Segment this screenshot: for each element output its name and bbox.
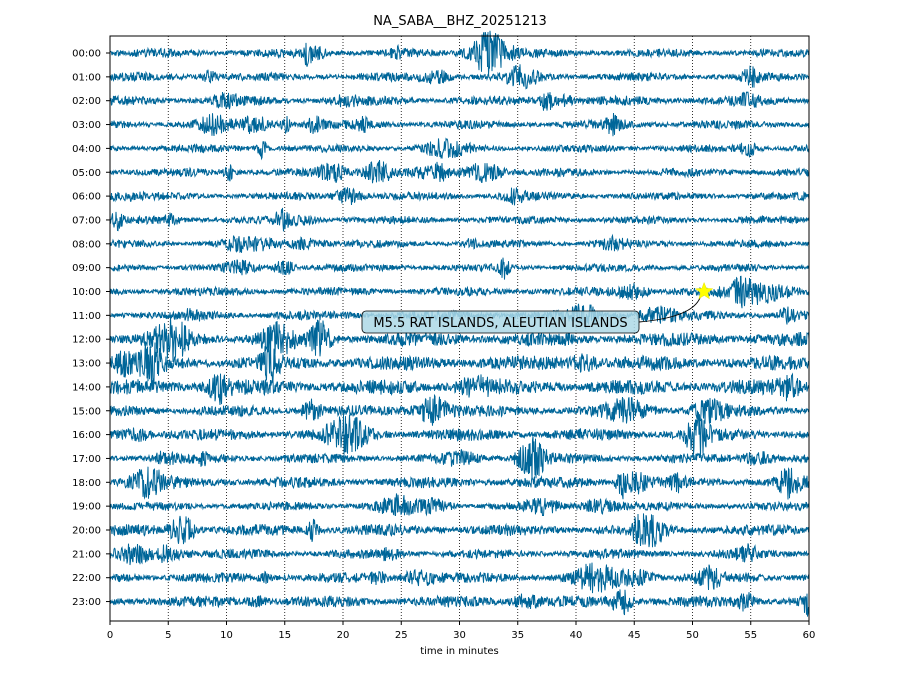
seismic-trace-0400 [109,137,810,161]
row-tick-label: 13:00 [72,359,101,370]
x-tick-label: 40 [570,630,583,641]
seismic-trace-0500 [109,159,810,184]
x-tick-label: 55 [744,630,757,641]
seismic-trace-2100 [109,543,810,566]
event-label-box [361,310,640,334]
seismic-trace-0600 [109,187,810,206]
row-tick-label: 07:00 [72,215,101,226]
event-star-marker [694,281,714,300]
row-tick-label: 08:00 [72,239,101,250]
seismic-trace-2200 [109,562,810,594]
row-tick-label: 04:00 [72,144,101,155]
x-tick-label: 35 [511,630,524,641]
seismic-trace-0700 [109,207,810,232]
seismic-trace-1500 [109,393,810,426]
x-tick-label: 20 [337,630,350,641]
row-tick-label: 03:00 [72,120,101,131]
seismic-trace-1600 [109,412,810,457]
row-tick-label: 21:00 [72,549,101,560]
x-tick-label: 45 [628,630,641,641]
row-tick-labels: 00:00 01:00 02:00 03:00 04:00 05:00 06:00 07:00… [72,49,110,608]
trace-layer [109,30,810,617]
seismic-trace-2000 [109,513,810,548]
event-connector [638,297,701,323]
x-tick-label: 25 [395,630,408,641]
x-tick-label: 15 [278,630,291,641]
row-tick-label: 19:00 [72,502,101,513]
row-tick-label: 10:00 [72,287,101,298]
seismic-trace-0200 [109,91,810,111]
seismic-trace-1800 [109,466,810,500]
seismic-trace-2300 [109,589,810,617]
x-tick-label: 60 [803,630,816,641]
seismic-trace-1400 [109,372,810,406]
seismic-trace-1700 [109,436,810,480]
row-tick-label: 06:00 [72,192,101,203]
chart-title: NA_SABA__BHZ_20251213 [373,14,547,29]
x-tick-label: 30 [453,630,466,641]
row-tick-label: 00:00 [72,49,101,60]
row-tick-label: 02:00 [72,96,101,107]
x-tick-label: 5 [165,630,171,641]
seismic-trace-1000 [109,275,810,309]
row-tick-label: 15:00 [72,406,101,417]
row-tick-label: 01:00 [72,72,101,83]
event-annotation: M5.5 RAT ISLANDS, ALEUTIAN ISLANDS [361,281,714,334]
seismic-trace-1200 [109,316,810,363]
seismic-trace-0800 [109,233,810,254]
event-label: M5.5 RAT ISLANDS, ALEUTIAN ISLANDS [373,316,627,331]
seismic-trace-0900 [109,257,810,280]
row-tick-label: 22:00 [72,573,101,584]
row-tick-label: 05:00 [72,168,101,179]
row-tick-label: 18:00 [72,478,101,489]
row-tick-label: 20:00 [72,526,101,537]
x-axis-label: time in minutes [420,646,499,657]
row-tick-label: 09:00 [72,263,101,274]
row-tick-label: 11:00 [72,311,101,322]
row-tick-label: 17:00 [72,454,101,465]
row-tick-label: 23:00 [72,597,101,608]
seismic-trace-0100 [109,64,810,90]
seismic-trace-1300 [109,342,810,385]
seismic-trace-0000 [109,30,810,76]
x-tick-label: 10 [220,630,233,641]
x-tick-labels: 0 5 10 15 20 25 30 35 40 45 50 55 60 [107,621,816,641]
seismic-trace-0300 [109,112,810,137]
row-tick-label: 16:00 [72,430,101,441]
seismic-trace-1900 [109,493,810,517]
x-tick-label: 0 [107,630,113,641]
x-tick-label: 50 [686,630,699,641]
row-tick-label: 14:00 [72,382,101,393]
row-tick-label: 12:00 [72,335,101,346]
